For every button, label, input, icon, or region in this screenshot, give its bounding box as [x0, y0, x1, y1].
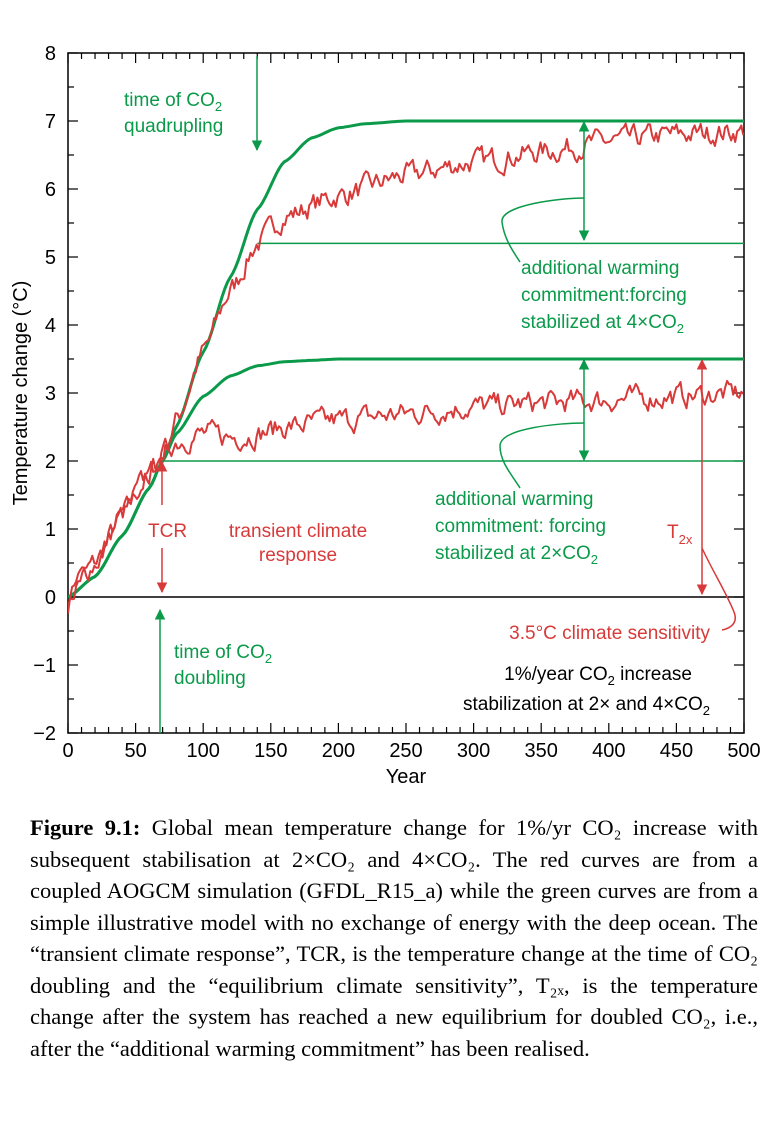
x-tick-label: 0 [62, 740, 73, 762]
aogcm-series-line [68, 122, 744, 614]
commit4-label-1: additional warming [521, 258, 679, 279]
commit4-bracket [501, 197, 585, 263]
reference-lines [68, 242, 744, 598]
t2x-leader [701, 547, 736, 631]
y-tick-label: −2 [33, 723, 56, 745]
commit4-label-3: stabilized at 4×CO2 [521, 312, 684, 336]
y-tick-label: 4 [45, 315, 56, 337]
tcr-label: TCR [148, 521, 187, 542]
commit2-label-3: stabilized at 2×CO2 [435, 543, 598, 567]
axis-tick-labels: 0 50 100 150 200 250 300 350 400 450 500 −2 −1 0 1 2 3 4 5… [33, 43, 761, 762]
scenario-label-2: stabilization at 2× and 4×CO2 [463, 694, 710, 718]
y-tick-label: 3 [45, 383, 56, 405]
x-tick-label: 250 [389, 740, 422, 762]
y-tick-label: 6 [45, 179, 56, 201]
y-tick-label: 1 [45, 519, 56, 541]
sensitivity-label: 3.5°C climate sensitivity [509, 623, 710, 644]
tcr-desc-2: response [259, 545, 337, 566]
x-tick-label: 450 [660, 740, 693, 762]
t2x-label: T2x [667, 522, 693, 547]
y-tick-label: 5 [45, 247, 56, 269]
x-tick-label: 200 [322, 740, 355, 762]
caption-label: Figure 9.1: [30, 815, 141, 840]
y-axis-label: Temperature change (°C) [10, 281, 32, 506]
x-tick-label: 300 [457, 740, 490, 762]
doubling-label: time of CO2 [174, 642, 272, 666]
y-tick-label: 0 [45, 587, 56, 609]
y-tick-label: 7 [45, 111, 56, 133]
quadrupling-label: time of CO2 [124, 90, 222, 114]
caption-text: Global mean temperature change for 1%/yr… [30, 815, 758, 1061]
x-tick-label: 100 [187, 740, 220, 762]
data-series [68, 119, 744, 614]
x-tick-label: 150 [254, 740, 287, 762]
x-tick-label: 400 [592, 740, 625, 762]
aogcm-series-line [68, 379, 744, 608]
tcr-desc-1: transient climate [229, 521, 367, 542]
annotation-arrows [154, 56, 736, 733]
commit2-bracket [499, 422, 585, 489]
x-axis-label: Year [386, 766, 427, 788]
x-tick-label: 350 [525, 740, 558, 762]
x-tick-label: 500 [727, 740, 760, 762]
simple-model-series-line [68, 357, 744, 599]
y-tick-label: −1 [33, 655, 56, 677]
x-tick-label: 50 [124, 740, 146, 762]
commit2-label-2: commitment: forcing [435, 516, 606, 537]
commit2-label-1: additional warming [435, 489, 593, 510]
commit4-label-2: commitment:forcing [521, 285, 687, 306]
y-tick-label: 2 [45, 451, 56, 473]
scenario-label-1: 1%/year CO2 increase [504, 664, 692, 688]
y-tick-label: 8 [45, 43, 56, 65]
doubling-label-2: doubling [174, 668, 246, 689]
temperature-chart: 0 50 100 150 200 250 300 350 400 450 500 −2 −1 0 1 2 3 4 5… [10, 43, 761, 788]
quadrupling-label-2: quadrupling [124, 116, 223, 137]
figure-caption: Figure 9.1: Global mean temperature chan… [30, 812, 758, 1064]
